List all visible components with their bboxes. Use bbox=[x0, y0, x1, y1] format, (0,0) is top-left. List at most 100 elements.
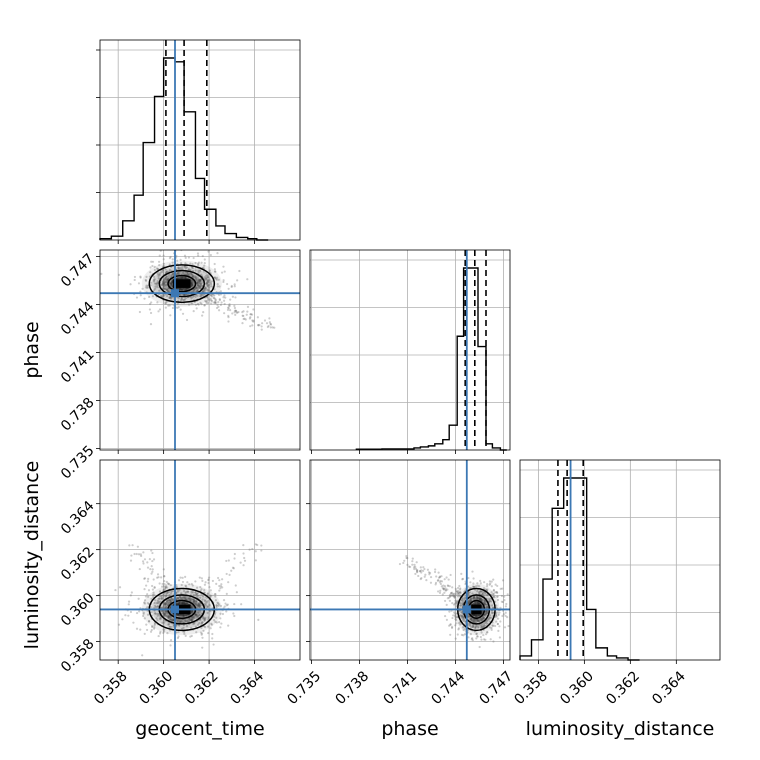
scatter-point bbox=[482, 615, 485, 619]
scatter-point bbox=[168, 296, 171, 299]
scatter-point bbox=[201, 579, 204, 582]
scatter-point bbox=[480, 589, 483, 592]
scatter-point bbox=[246, 305, 250, 309]
scatter-point bbox=[199, 278, 202, 282]
scatter-point bbox=[242, 310, 245, 313]
scatter-point bbox=[199, 287, 202, 290]
scatter-point bbox=[472, 625, 475, 628]
scatter-point bbox=[176, 273, 179, 276]
scatter-point bbox=[135, 627, 139, 630]
scatter-point bbox=[471, 585, 475, 588]
scatter-point bbox=[164, 284, 167, 287]
y-tick-label: 0.735 bbox=[58, 443, 98, 483]
scatter-point bbox=[218, 298, 221, 301]
scatter-point bbox=[197, 604, 200, 607]
scatter-point bbox=[191, 611, 194, 614]
scatter-point bbox=[192, 309, 195, 313]
scatter-point bbox=[175, 601, 178, 604]
scatter-point bbox=[461, 626, 465, 629]
scatter-point bbox=[194, 591, 197, 594]
scatter-point bbox=[496, 595, 499, 598]
scatter-point bbox=[478, 597, 481, 600]
scatter-point bbox=[450, 591, 454, 594]
scatter-point bbox=[163, 613, 166, 616]
scatter-point bbox=[480, 625, 483, 628]
scatter-point bbox=[162, 264, 165, 267]
scatter-point bbox=[200, 282, 203, 285]
scatter-point bbox=[473, 614, 477, 617]
histogram-luminosity_distance bbox=[519, 477, 640, 661]
scatter-point bbox=[428, 571, 432, 575]
scatter-point bbox=[448, 585, 451, 588]
scatter-point bbox=[153, 601, 156, 605]
scatter-point bbox=[457, 628, 460, 631]
truth-marker bbox=[462, 605, 471, 614]
contour-line bbox=[158, 269, 206, 298]
scatter-point bbox=[159, 600, 162, 603]
scatter-point bbox=[482, 616, 486, 620]
scatter-point bbox=[175, 618, 178, 622]
scatter-point bbox=[446, 584, 449, 587]
scatter-point bbox=[209, 627, 212, 630]
scatter-point bbox=[248, 317, 251, 320]
scatter-point bbox=[241, 311, 244, 314]
scatter-point bbox=[484, 633, 488, 636]
scatter-point bbox=[504, 605, 507, 608]
scatter-point bbox=[199, 596, 202, 599]
scatter-point bbox=[186, 590, 190, 593]
scatter-point bbox=[213, 276, 217, 280]
scatter-point bbox=[183, 298, 187, 301]
scatter-point bbox=[443, 591, 446, 594]
scatter-point bbox=[420, 571, 423, 574]
scatter-point bbox=[171, 618, 174, 621]
scatter-point bbox=[181, 312, 185, 315]
scatter-point bbox=[153, 622, 157, 626]
scatter-point bbox=[156, 267, 159, 271]
scatter-point bbox=[468, 600, 471, 604]
scatter-point bbox=[198, 284, 202, 288]
scatter-point bbox=[152, 275, 156, 278]
scatter-point bbox=[192, 606, 195, 609]
scatter-point bbox=[266, 325, 269, 329]
scatter-point bbox=[151, 568, 154, 571]
scatter-point bbox=[165, 601, 168, 604]
scatter-point bbox=[458, 591, 461, 594]
scatter-point bbox=[138, 567, 141, 571]
scatter-point bbox=[454, 612, 457, 615]
scatter-point bbox=[182, 615, 185, 618]
scatter-point bbox=[167, 599, 170, 602]
scatter-point bbox=[217, 278, 220, 281]
scatter-point bbox=[204, 581, 207, 584]
scatter-point bbox=[146, 284, 149, 287]
scatter-point bbox=[182, 601, 186, 605]
scatter-point bbox=[486, 588, 489, 591]
scatter-point bbox=[215, 604, 218, 607]
scatter-point bbox=[153, 278, 156, 281]
scatter-point bbox=[196, 284, 200, 287]
scatter-point bbox=[146, 286, 150, 289]
scatter-point bbox=[488, 614, 492, 617]
scatter-point bbox=[210, 294, 214, 298]
scatter-point bbox=[178, 288, 181, 291]
scatter-point bbox=[197, 614, 200, 617]
scatter-point bbox=[505, 602, 508, 606]
scatter-point bbox=[127, 600, 131, 603]
scatter-point bbox=[149, 311, 153, 315]
scatter-point bbox=[197, 271, 200, 274]
scatter-point bbox=[196, 282, 199, 285]
scatter-point bbox=[192, 593, 195, 597]
scatter-point bbox=[233, 614, 236, 618]
scatter-point bbox=[478, 598, 481, 601]
scatter-point bbox=[167, 601, 170, 605]
scatter-point bbox=[481, 626, 484, 629]
scatter-point bbox=[195, 278, 198, 281]
scatter-point bbox=[191, 266, 194, 270]
scatter-point bbox=[190, 626, 193, 630]
scatter-point bbox=[218, 299, 221, 302]
scatter-point bbox=[490, 585, 493, 588]
y-tick-label: 0.744 bbox=[58, 299, 98, 339]
scatter-point bbox=[257, 323, 260, 327]
scatter-point bbox=[263, 319, 267, 322]
scatter-point bbox=[195, 613, 198, 616]
scatter-point bbox=[169, 282, 173, 286]
